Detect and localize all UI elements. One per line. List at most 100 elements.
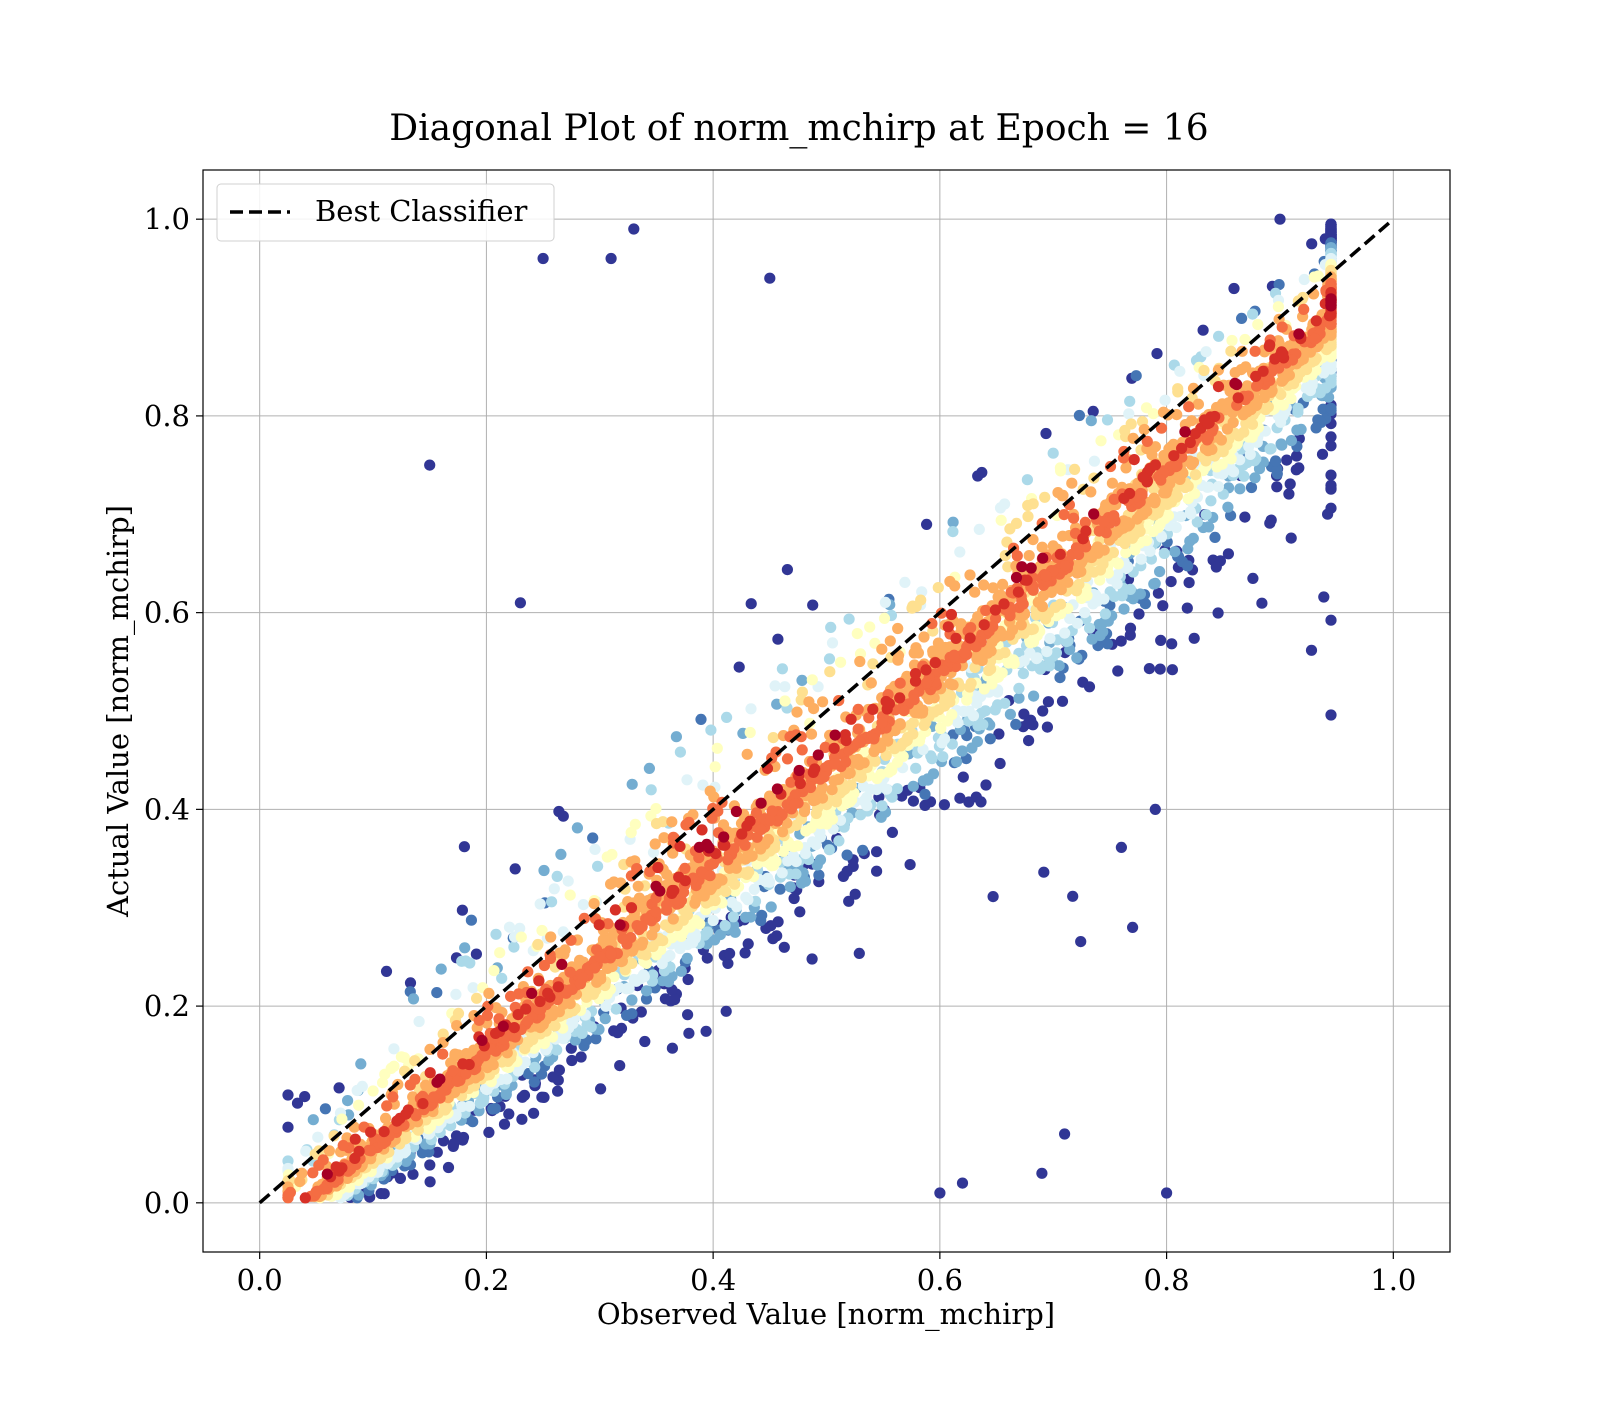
scatter-point <box>876 717 888 729</box>
scatter-point <box>312 1131 324 1143</box>
x-tick-label: 0.4 <box>690 1263 736 1297</box>
scatter-point <box>806 953 818 965</box>
scatter-point <box>1275 416 1287 428</box>
scatter-point <box>542 987 554 999</box>
scatter-point <box>534 898 546 910</box>
scatter-point <box>878 612 891 625</box>
scatter-point <box>409 1055 421 1067</box>
scatter-point <box>416 1147 428 1159</box>
scatter-point <box>428 1091 440 1103</box>
scatter-point <box>387 1091 399 1103</box>
scatter-point <box>1237 409 1249 421</box>
scatter-point <box>1019 574 1031 586</box>
scatter-point <box>1054 548 1066 560</box>
scatter-point <box>299 1192 311 1204</box>
scatter-point <box>755 824 767 836</box>
scatter-point <box>1075 566 1087 578</box>
scatter-point <box>1325 294 1337 306</box>
scatter-point <box>1148 578 1160 590</box>
scatter-point <box>880 749 892 762</box>
scatter-point <box>1184 436 1196 449</box>
scatter-point <box>649 838 661 850</box>
scatter-point <box>1120 462 1132 474</box>
scatter-point <box>776 663 789 675</box>
scatter-point <box>897 737 909 749</box>
scatter-point <box>1013 682 1025 695</box>
scatter-point <box>756 909 768 921</box>
scatter-point <box>963 796 975 808</box>
scatter-point <box>1138 423 1150 436</box>
scatter-point <box>589 962 601 974</box>
scatter-point <box>385 1062 397 1074</box>
scatter-point <box>693 852 705 864</box>
scatter-point <box>367 1085 379 1097</box>
scatter-point <box>450 988 462 1001</box>
scatter-point <box>1273 279 1285 291</box>
scatter-point <box>1202 432 1214 444</box>
x-tick-label: 0.6 <box>917 1263 963 1297</box>
scatter-point <box>904 859 916 871</box>
scatter-point <box>1293 328 1305 340</box>
scatter-point <box>781 753 794 765</box>
scatter-point <box>908 694 920 706</box>
scatter-point <box>917 704 929 716</box>
scatter-point <box>682 973 694 986</box>
scatter-point <box>854 736 866 748</box>
scatter-point <box>777 845 789 858</box>
scatter-point <box>509 863 521 875</box>
scatter-point <box>806 674 818 686</box>
scatter-point <box>804 781 817 794</box>
scatter-point <box>1212 607 1224 619</box>
scatter-point <box>594 951 606 963</box>
scatter-point <box>727 911 740 923</box>
scatter-point <box>1209 410 1221 423</box>
scatter-point <box>534 995 546 1008</box>
scatter-point <box>886 764 898 776</box>
scatter-point <box>626 994 638 1006</box>
scatter-point <box>420 1079 432 1091</box>
scatter-point <box>767 933 779 945</box>
scatter-point <box>958 705 970 718</box>
scatter-point <box>645 784 657 796</box>
scatter-point <box>522 1015 534 1027</box>
y-tick-label: 0.2 <box>144 989 190 1023</box>
scatter-point <box>1198 364 1210 377</box>
scatter-point <box>1281 454 1293 466</box>
scatter-point <box>1118 515 1130 527</box>
scatter-point <box>950 632 962 645</box>
scatter-point <box>1200 346 1212 358</box>
scatter-point <box>800 825 812 837</box>
scatter-point <box>319 1103 331 1115</box>
scatter-point <box>564 966 576 978</box>
scatter-point <box>892 622 904 635</box>
scatter-point <box>1085 415 1097 427</box>
scatter-point <box>378 1126 390 1138</box>
scatter-point <box>864 621 876 633</box>
y-axis-label: Actual Value [norm_mchirp] <box>101 505 136 918</box>
scatter-point <box>826 637 839 649</box>
scatter-point <box>669 994 681 1006</box>
scatter-point <box>730 862 742 874</box>
scatter-point <box>819 741 831 754</box>
scatter-point <box>321 1168 333 1180</box>
scatter-point <box>548 883 560 895</box>
scatter-point <box>467 1116 479 1128</box>
scatter-point <box>995 514 1007 526</box>
scatter-point <box>1151 348 1163 360</box>
scatter-point <box>1094 564 1106 576</box>
scatter-point <box>299 1091 311 1103</box>
scatter-point <box>1285 393 1297 405</box>
scatter-point <box>1298 273 1310 286</box>
scatter-point <box>984 733 996 745</box>
scatter-point <box>562 875 574 887</box>
scatter-point <box>424 1067 436 1079</box>
scatter-point <box>1031 653 1043 665</box>
scatter-point <box>458 841 470 853</box>
scatter-point <box>1172 386 1184 398</box>
scatter-point <box>1306 238 1318 250</box>
scatter-point <box>944 575 956 588</box>
scatter-point <box>1155 422 1168 434</box>
scatter-point <box>424 1176 436 1188</box>
scatter-point <box>1064 612 1076 625</box>
scatter-point <box>1106 477 1118 489</box>
